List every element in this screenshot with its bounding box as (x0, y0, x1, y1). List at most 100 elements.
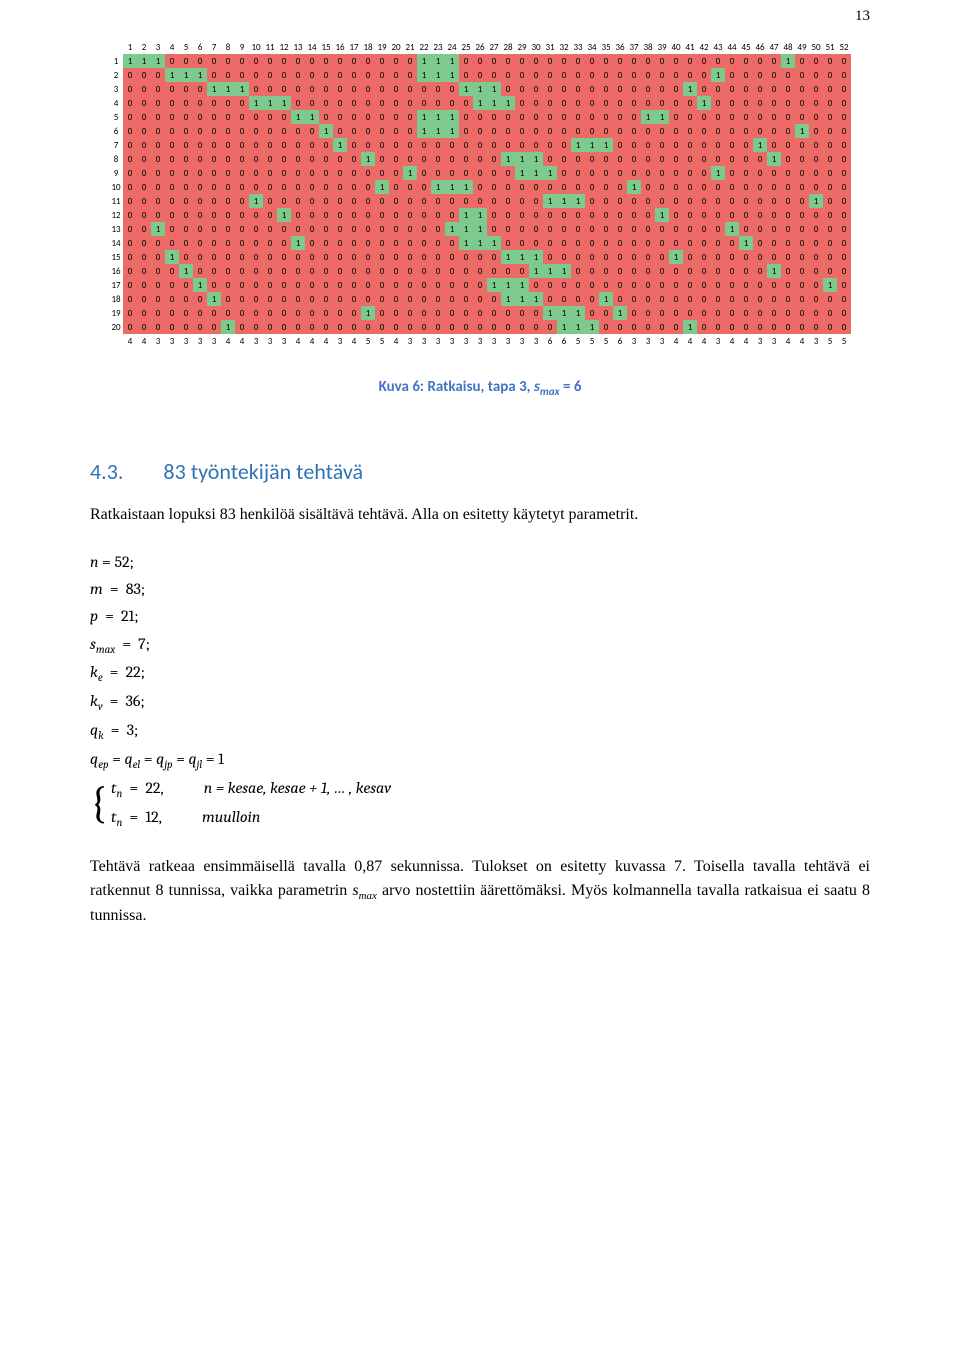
matrix-cell: 1 (277, 96, 291, 110)
matrix-cell: 0 (403, 194, 417, 208)
matrix-cell: 0 (697, 82, 711, 96)
matrix-footer-cell: 3 (179, 334, 193, 348)
matrix-col-header: 38 (641, 40, 655, 54)
matrix-col-header: 2 (137, 40, 151, 54)
matrix-cell: 0 (795, 306, 809, 320)
matrix-cell: 0 (193, 236, 207, 250)
matrix-cell: 0 (823, 110, 837, 124)
matrix-footer-cell: 5 (599, 334, 613, 348)
matrix-cell: 0 (585, 264, 599, 278)
matrix-footer-cell: 4 (389, 334, 403, 348)
matrix-cell: 0 (809, 292, 823, 306)
matrix-cell: 0 (809, 278, 823, 292)
matrix-cell: 0 (781, 96, 795, 110)
matrix-footer-cell: 3 (641, 334, 655, 348)
matrix-cell: 0 (627, 208, 641, 222)
matrix-cell: 0 (515, 264, 529, 278)
matrix-cell: 0 (179, 306, 193, 320)
matrix-cell: 0 (697, 110, 711, 124)
matrix-cell: 0 (515, 96, 529, 110)
matrix-cell: 0 (711, 306, 725, 320)
result-paragraph: Tehtävä ratkeaa ensimmäisellä tavalla 0,… (90, 855, 870, 929)
matrix-cell: 0 (655, 54, 669, 68)
matrix-cell: 0 (263, 194, 277, 208)
matrix-cell: 0 (403, 180, 417, 194)
matrix-cell: 0 (627, 278, 641, 292)
matrix-cell: 1 (221, 82, 235, 96)
matrix-cell: 0 (837, 208, 851, 222)
matrix-col-header: 48 (781, 40, 795, 54)
matrix-cell: 0 (837, 320, 851, 334)
matrix-cell: 0 (305, 68, 319, 82)
matrix-cell: 0 (515, 82, 529, 96)
matrix-cell: 0 (193, 138, 207, 152)
matrix-cell: 0 (599, 82, 613, 96)
matrix-cell: 0 (655, 278, 669, 292)
matrix-cell: 0 (207, 152, 221, 166)
matrix-footer-cell: 4 (725, 334, 739, 348)
matrix-cell: 0 (235, 194, 249, 208)
matrix-cell: 1 (585, 138, 599, 152)
matrix-cell: 0 (305, 124, 319, 138)
matrix-cell: 0 (333, 96, 347, 110)
matrix-cell: 0 (445, 264, 459, 278)
matrix-cell: 0 (669, 292, 683, 306)
matrix-cell: 0 (305, 54, 319, 68)
matrix-cell: 0 (669, 138, 683, 152)
matrix-cell: 0 (641, 124, 655, 138)
matrix-cell: 0 (445, 138, 459, 152)
matrix-row-header: 12 (109, 208, 123, 222)
matrix-cell: 0 (221, 306, 235, 320)
matrix-cell: 0 (669, 278, 683, 292)
matrix-cell: 0 (613, 124, 627, 138)
matrix-cell: 0 (137, 222, 151, 236)
matrix-cell: 1 (515, 278, 529, 292)
matrix-cell: 0 (781, 264, 795, 278)
matrix-cell: 0 (753, 264, 767, 278)
matrix-cell: 0 (445, 292, 459, 306)
matrix-cell: 0 (361, 82, 375, 96)
matrix-cell: 0 (767, 306, 781, 320)
matrix-cell: 0 (459, 68, 473, 82)
matrix-cell: 0 (305, 166, 319, 180)
matrix-footer-cell: 3 (753, 334, 767, 348)
matrix-cell: 0 (263, 138, 277, 152)
matrix-cell: 0 (669, 264, 683, 278)
matrix-cell: 0 (753, 68, 767, 82)
matrix-footer-cell: 3 (655, 334, 669, 348)
matrix-cell: 0 (403, 124, 417, 138)
matrix-cell: 0 (487, 124, 501, 138)
matrix-cell: 0 (767, 82, 781, 96)
matrix-cell: 0 (459, 110, 473, 124)
param-p: p = 21; (90, 603, 870, 630)
matrix-row-header: 8 (109, 152, 123, 166)
matrix-cell: 0 (767, 166, 781, 180)
matrix-cell: 1 (501, 250, 515, 264)
matrix-cell: 0 (291, 54, 305, 68)
matrix-cell: 0 (235, 264, 249, 278)
matrix-row-header: 7 (109, 138, 123, 152)
matrix-cell: 0 (319, 138, 333, 152)
matrix-cell: 0 (515, 68, 529, 82)
matrix-cell: 0 (137, 68, 151, 82)
matrix-cell: 0 (417, 320, 431, 334)
matrix-cell: 0 (221, 110, 235, 124)
matrix-cell: 0 (179, 194, 193, 208)
matrix-cell: 0 (697, 306, 711, 320)
matrix-cell: 0 (459, 250, 473, 264)
matrix-cell: 1 (473, 96, 487, 110)
matrix-cell: 0 (137, 110, 151, 124)
matrix-cell: 0 (823, 124, 837, 138)
matrix-cell: 0 (697, 54, 711, 68)
matrix-cell: 0 (837, 124, 851, 138)
matrix-cell: 1 (445, 110, 459, 124)
matrix-cell: 1 (515, 152, 529, 166)
matrix-cell: 0 (179, 138, 193, 152)
matrix-cell: 0 (361, 124, 375, 138)
matrix-cell: 0 (193, 320, 207, 334)
matrix-col-header: 46 (753, 40, 767, 54)
matrix-cell: 1 (263, 96, 277, 110)
matrix-cell: 0 (809, 82, 823, 96)
matrix-cell: 0 (319, 54, 333, 68)
matrix-cell: 0 (515, 208, 529, 222)
